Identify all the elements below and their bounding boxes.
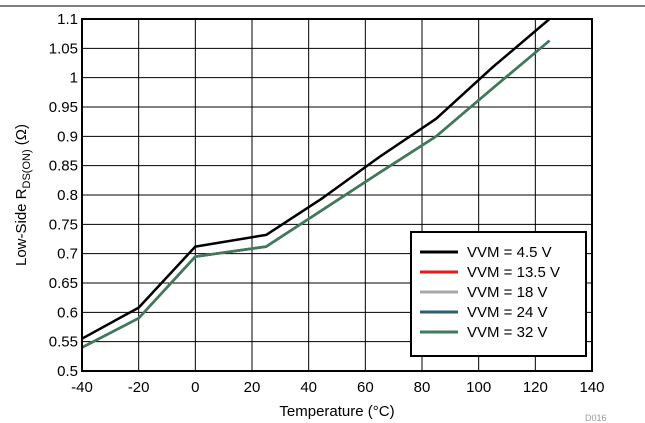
x-axis-label: Temperature (°C) — [279, 403, 394, 420]
y-axis-label-subscript: DS(ON) — [21, 149, 33, 188]
x-tick-labels: -40 -20 0 20 40 60 80 100 120 140 — [71, 379, 604, 396]
legend-label-2: VVM = 13.5 V — [467, 264, 560, 281]
y-tick-labels: 0.5 0.55 0.6 0.65 0.7 0.75 0.8 0.85 0.9 0.95 1 1.05… — [49, 11, 78, 380]
y-tick-label: 0.8 — [57, 187, 78, 204]
x-tick-label: 140 — [579, 379, 604, 396]
y-tick-label: 0.6 — [57, 304, 78, 321]
y-tick-label: 0.75 — [49, 216, 78, 233]
series-lines — [81, 18, 551, 349]
x-tick-label: 100 — [466, 379, 491, 396]
x-tick-label: 40 — [300, 379, 317, 396]
y-tick-label: 0.9 — [57, 128, 78, 145]
y-tick-label: 0.55 — [49, 334, 78, 351]
series-line-1 — [81, 18, 551, 340]
y-tick-label: 1.1 — [57, 11, 78, 28]
y-tick-label: 1 — [70, 70, 78, 87]
y-tick-label: 0.5 — [57, 363, 78, 380]
plot-frame — [81, 18, 593, 372]
legend: VVM = 4.5 V VVM = 13.5 V VVM = 18 V VVM = 2… — [410, 231, 587, 357]
y-tick-label: 0.85 — [49, 158, 78, 175]
legend-label-4: VVM = 24 V — [467, 304, 547, 321]
y-tick-label: 0.65 — [49, 275, 78, 292]
y-tick-label: 1.05 — [49, 40, 78, 57]
x-tick-label: 20 — [244, 379, 261, 396]
figure-note: D016 — [585, 413, 607, 423]
legend-label-3: VVM = 18 V — [467, 284, 547, 301]
y-axis-label-unit: (Ω) — [13, 124, 30, 149]
x-tick-label: 80 — [414, 379, 431, 396]
legend-label-1: VVM = 4.5 V — [467, 244, 552, 261]
y-tick-label: 0.7 — [57, 246, 78, 263]
y-axis-label-main: Low-Side R — [13, 188, 30, 266]
x-tick-label: 120 — [523, 379, 548, 396]
y-axis-label: Low-Side RDS(ON) (Ω) — [13, 124, 33, 266]
x-tick-label: -20 — [128, 379, 150, 396]
x-tick-label: -40 — [71, 379, 93, 396]
legend-label-5: VVM = 32 V — [467, 324, 547, 341]
x-tick-label: 60 — [357, 379, 374, 396]
x-tick-label: 0 — [191, 379, 199, 396]
y-tick-label: 0.95 — [49, 99, 78, 116]
series-line-5 — [81, 39, 551, 349]
